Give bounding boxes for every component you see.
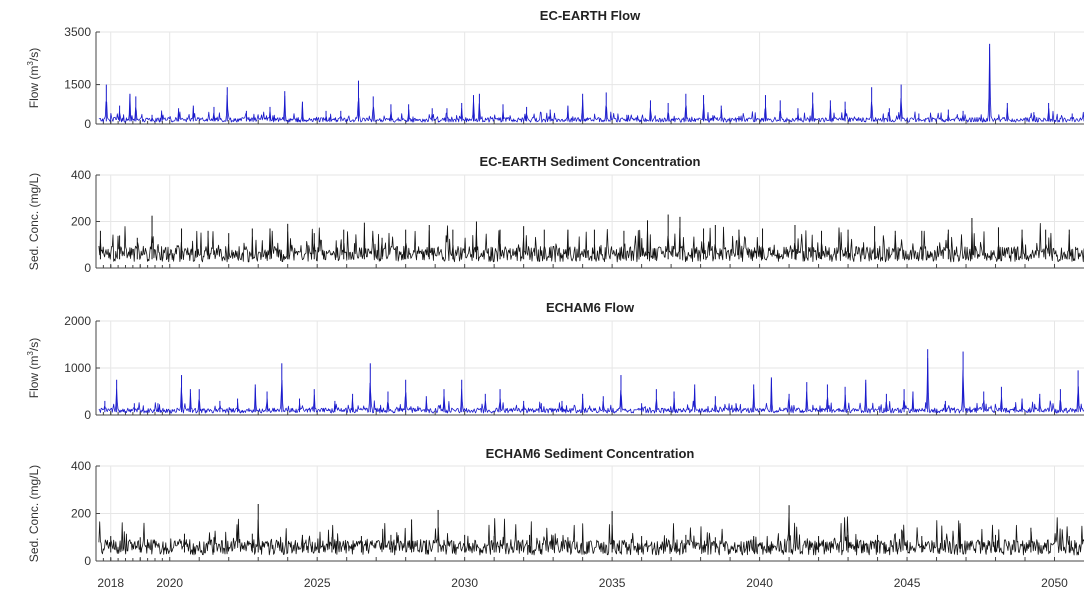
- x-tick-label: 2025: [304, 576, 331, 590]
- y-tick-label: 400: [71, 168, 91, 182]
- y-tick-label: 200: [71, 507, 91, 521]
- y-tick-label: 200: [71, 215, 91, 229]
- x-tick-label: 2018: [97, 576, 124, 590]
- y-tick-label: 0: [84, 408, 91, 422]
- y-tick-label: 0: [84, 117, 91, 131]
- x-tick-label: 2020: [156, 576, 183, 590]
- series-line: [98, 357, 1084, 414]
- y-axis-label: Flow (m3/s): [26, 48, 41, 108]
- x-tick-label: 2045: [894, 576, 921, 590]
- panel-title: EC-EARTH Flow: [540, 8, 641, 23]
- y-tick-label: 0: [84, 554, 91, 568]
- y-tick-label: 2000: [64, 314, 91, 328]
- series-line: [98, 513, 1084, 556]
- x-tick-label: 2030: [451, 576, 478, 590]
- y-axis-label: Sed. Conc. (mg/L): [27, 173, 41, 270]
- panel-1: 0 1500 3500 EC-EARTH Flow Flow (m3/s): [26, 8, 1084, 131]
- y-tick-label: 1000: [64, 361, 91, 375]
- panel-title: EC-EARTH Sediment Concentration: [479, 154, 700, 169]
- y-tick-label: 1500: [64, 78, 91, 92]
- y-axis-label: Sed. Conc. (mg/L): [27, 465, 41, 562]
- series-line: [98, 223, 1084, 263]
- panel-3: 0 1000 2000 ECHAM6 Flow Flow (m3/s): [26, 300, 1084, 422]
- panel-2: 0 200 400 EC-EARTH Sediment Concentration Se…: [27, 154, 1084, 275]
- y-tick-label: 0: [84, 261, 91, 275]
- y-tick-label: 400: [71, 459, 91, 473]
- y-tick-label: 3500: [64, 25, 91, 39]
- panel-4: 0 200 400 ECHAM6 Sediment Concentration Sed.…: [27, 446, 1084, 568]
- series-line: [98, 46, 1084, 123]
- x-tick-label: 2040: [746, 576, 773, 590]
- y-axis-label: Flow (m3/s): [26, 338, 41, 398]
- x-tick-label: 2050: [1041, 576, 1068, 590]
- panel-title: ECHAM6 Sediment Concentration: [486, 446, 695, 461]
- panel-title: ECHAM6 Flow: [546, 300, 635, 315]
- x-tick-label: 2035: [599, 576, 626, 590]
